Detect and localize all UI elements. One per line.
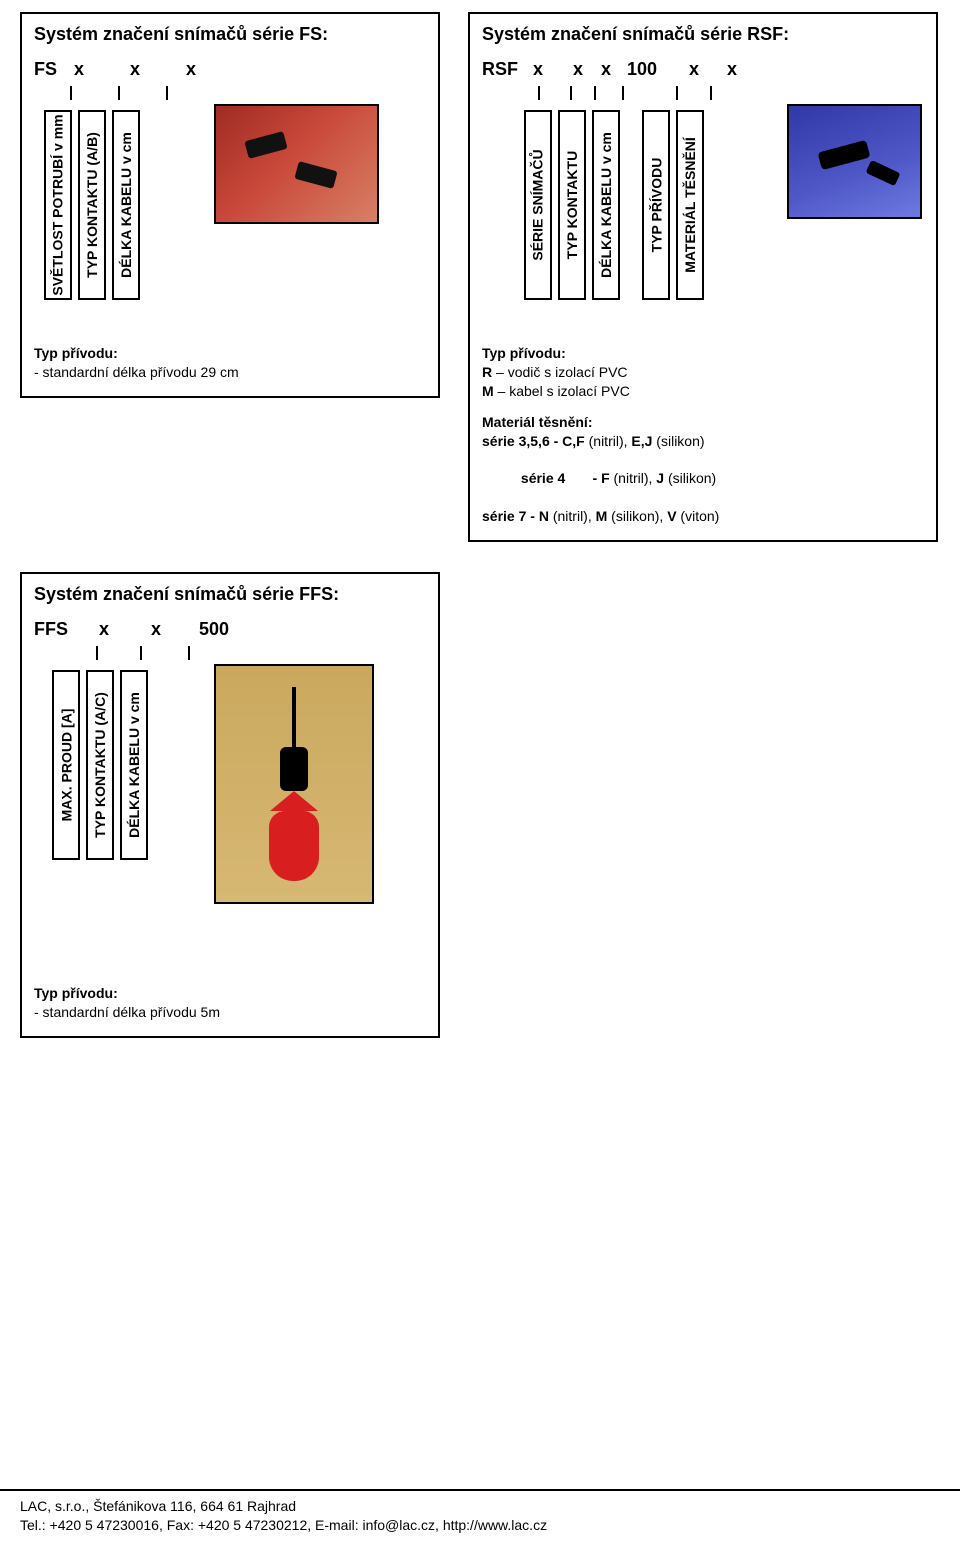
rsf-conn-row: SÉRIE SNÍMAČŮ TYP KONTAKTU DÉLKA KABELU …: [482, 104, 924, 334]
ffs-code-prefix: FFS: [34, 619, 68, 640]
rsf-slot-0: x: [526, 59, 550, 80]
fs-code-prefix: FS: [34, 59, 57, 80]
fs-title: Systém značení snímačů série FS:: [34, 24, 426, 45]
panel-ffs: Systém značení snímačů série FFS: FFS x …: [20, 572, 440, 1038]
rsf-product-image: [787, 104, 922, 219]
ffs-slot-0: x: [90, 619, 118, 640]
fs-pill-1: TYP KONTAKTU (A/B): [78, 110, 106, 300]
fs-designator-lines: [34, 86, 426, 102]
rsf-feed-note: Typ přívodu: R – vodič s izolací PVC M –…: [482, 344, 924, 401]
fs-slot-2: x: [177, 59, 205, 80]
fs-code-row: FS x x x: [34, 59, 426, 80]
ffs-pill-2: DÉLKA KABELU v cm: [120, 670, 148, 860]
ffs-slot-1: x: [142, 619, 170, 640]
ffs-note-line: - standardní délka přívodu 5m: [34, 1003, 426, 1022]
fs-product-image: [214, 104, 379, 224]
rsf-mat-l2: série 4 - F (nitril), J (silikon): [482, 450, 924, 507]
fs-pill-2: DÉLKA KABELU v cm: [112, 110, 140, 300]
rsf-code-row: RSF x x x 100 x x: [482, 59, 924, 80]
rsf-pill-3: TYP PŘÍVODU: [642, 110, 670, 300]
fs-slot-1: x: [121, 59, 149, 80]
panel-fs: Systém značení snímačů série FS: FS x x …: [20, 12, 440, 398]
ffs-product-image: [214, 664, 374, 904]
rsf-pill-4: MATERIÁL TĚSNĚNÍ: [676, 110, 704, 300]
ffs-pill-1: TYP KONTAKTU (A/C): [86, 670, 114, 860]
ffs-slot-2: 500: [194, 619, 234, 640]
fs-note-line: - standardní délka přívodu 29 cm: [34, 363, 426, 382]
rsf-designator-lines: [482, 86, 924, 102]
page-footer: LAC, s.r.o., Štefánikova 116, 664 61 Raj…: [0, 1489, 960, 1545]
rsf-title: Systém značení snímačů série RSF:: [482, 24, 924, 45]
panel-rsf: Systém značení snímačů série RSF: RSF x …: [468, 12, 938, 542]
rsf-slot-5: x: [720, 59, 744, 80]
fs-pill-0: SVĚTLOST POTRUBÍ v mm: [44, 110, 72, 300]
fs-slot-0: x: [65, 59, 93, 80]
rsf-slot-1: x: [566, 59, 590, 80]
fs-conn-row: SVĚTLOST POTRUBÍ v mm TYP KONTAKTU (A/B)…: [34, 104, 426, 334]
rsf-mat-title: Materiál těsnění:: [482, 413, 924, 432]
footer-line2: Tel.: +420 5 47230016, Fax: +420 5 47230…: [20, 1516, 940, 1535]
fs-note-title: Typ přívodu:: [34, 344, 426, 363]
rsf-pill-1: TYP KONTAKTU: [558, 110, 586, 300]
ffs-code-row: FFS x x 500: [34, 619, 426, 640]
ffs-note-title: Typ přívodu:: [34, 984, 426, 1003]
rsf-mat-l1: série 3,5,6 - C,F (nitril), E,J (silikon…: [482, 432, 924, 451]
ffs-title: Systém značení snímačů série FFS:: [34, 584, 426, 605]
rsf-slot-3: 100: [622, 59, 662, 80]
rsf-pill-0: SÉRIE SNÍMAČŮ: [524, 110, 552, 300]
rsf-slot-2: x: [594, 59, 618, 80]
ffs-note: Typ přívodu: - standardní délka přívodu …: [34, 984, 426, 1022]
ffs-designator-lines: [34, 646, 426, 662]
rsf-code-prefix: RSF: [482, 59, 518, 80]
ffs-pill-0: MAX. PROUD [A]: [52, 670, 80, 860]
footer-line1: LAC, s.r.o., Štefánikova 116, 664 61 Raj…: [20, 1497, 940, 1516]
rsf-feed-title: Typ přívodu:: [482, 344, 924, 363]
rsf-material-note: Materiál těsnění: série 3,5,6 - C,F (nit…: [482, 413, 924, 526]
fs-note: Typ přívodu: - standardní délka přívodu …: [34, 344, 426, 382]
rsf-pill-2: DÉLKA KABELU v cm: [592, 110, 620, 300]
ffs-conn-row: MAX. PROUD [A] TYP KONTAKTU (A/C) DÉLKA …: [34, 664, 426, 964]
rsf-mat-l3: série 7 - N (nitril), M (silikon), V (vi…: [482, 507, 924, 526]
rsf-slot-4: x: [682, 59, 706, 80]
